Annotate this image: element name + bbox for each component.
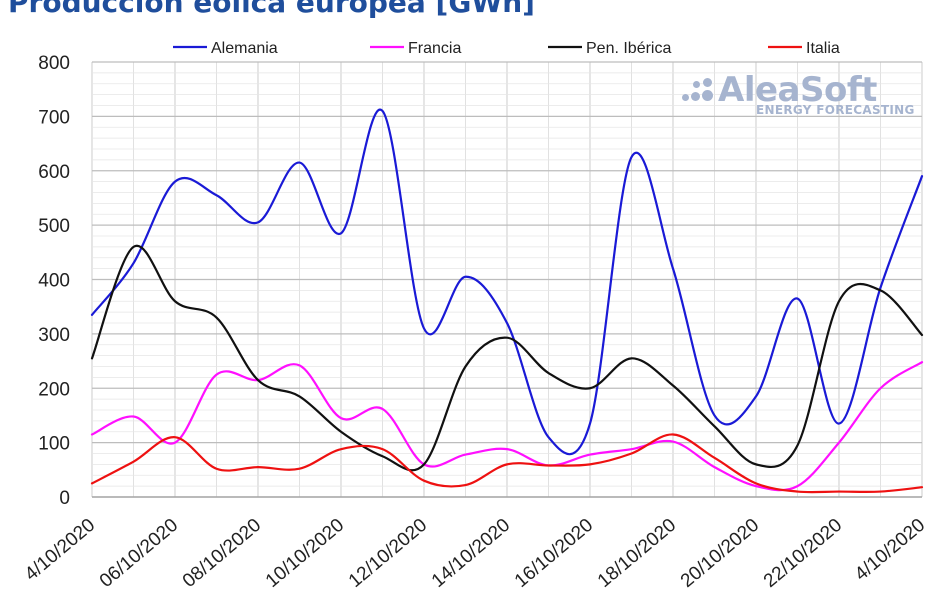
legend-label-francia: Francia [408,40,461,57]
y-tick-label: 800 [38,53,70,74]
y-tick-label: 0 [59,488,70,509]
grid [91,61,923,498]
y-tick-label: 200 [38,379,70,400]
aleasoft-logo: AleaSoft ENERGY FORECASTING [682,70,922,120]
y-tick-label: 300 [38,325,70,346]
legend-label-pen-iberica: Pen. Ibérica [586,40,671,57]
logo-dots-icon [682,78,716,104]
x-tick-label: 10/10/2020 [262,515,348,592]
x-tick-label: 4/10/2020 [21,515,99,585]
x-tick-label: 14/10/2020 [428,515,514,592]
series-lines [90,108,924,494]
x-tick-label: 06/10/2020 [96,515,182,592]
x-tick-label: 18/10/2020 [594,515,680,592]
x-tick-label: 4/10/2020 [851,515,929,585]
x-tick-label: 22/10/2020 [760,515,846,592]
y-tick-label: 600 [38,162,70,183]
x-tick-label: 12/10/2020 [345,515,431,592]
series-line-alemania [90,108,924,456]
legend: Alemania Francia Pen. Ibérica Italia [173,40,840,57]
x-tick-label: 16/10/2020 [511,515,597,592]
x-tick-label: 20/10/2020 [677,515,763,592]
logo-name: AleaSoft [718,70,877,110]
x-axis: 4/10/202006/10/202008/10/202010/10/20201… [21,496,929,592]
series-line-pen-iberica [90,244,924,472]
x-tick-label: 08/10/2020 [179,515,265,592]
series-line-italia [90,433,924,494]
y-tick-label: 700 [38,107,70,128]
y-tick-label: 400 [38,271,70,292]
y-tick-label: 100 [38,434,70,455]
chart-title: Producción eólica europea [GWh] [8,0,535,19]
logo-tagline: ENERGY FORECASTING [756,103,915,117]
legend-label-italia: Italia [806,40,840,57]
legend-label-alemania: Alemania [211,40,278,57]
y-axis: 0 100 200 300 400 500 600 700 800 [38,53,70,509]
y-tick-label: 500 [38,216,70,237]
